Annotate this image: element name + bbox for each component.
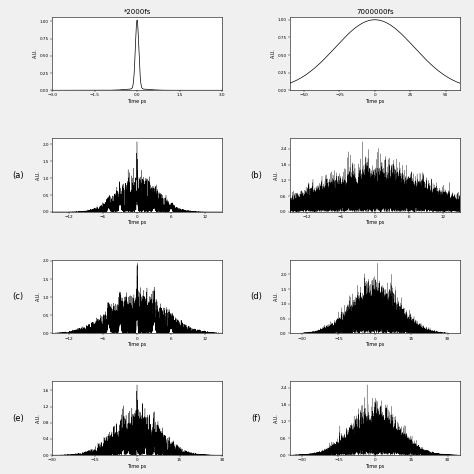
Title: 7000000fs: 7000000fs [356, 9, 394, 15]
X-axis label: Time ps: Time ps [365, 464, 384, 469]
Y-axis label: A.U.: A.U. [36, 170, 41, 180]
Y-axis label: A.U.: A.U. [36, 413, 41, 423]
Text: (f): (f) [251, 414, 261, 423]
Text: (b): (b) [250, 171, 262, 180]
Text: (d): (d) [250, 292, 262, 301]
Title: *2000fs: *2000fs [123, 9, 151, 15]
X-axis label: Time ps: Time ps [128, 464, 146, 469]
Y-axis label: A.U.: A.U. [271, 48, 276, 58]
Y-axis label: A.U.: A.U. [36, 292, 41, 301]
Text: (a): (a) [12, 171, 24, 180]
Y-axis label: A.U.: A.U. [274, 292, 279, 301]
Text: (c): (c) [13, 292, 24, 301]
X-axis label: Time ps: Time ps [128, 342, 146, 347]
X-axis label: Time ps: Time ps [365, 220, 384, 226]
X-axis label: Time ps: Time ps [128, 220, 146, 226]
X-axis label: Time ps: Time ps [365, 342, 384, 347]
Y-axis label: A.U.: A.U. [274, 170, 279, 180]
Text: (e): (e) [12, 414, 24, 423]
Y-axis label: A.U.: A.U. [274, 413, 279, 423]
X-axis label: Time ps: Time ps [128, 99, 146, 104]
Y-axis label: A.U.: A.U. [34, 48, 38, 58]
X-axis label: Time ps: Time ps [365, 99, 384, 104]
